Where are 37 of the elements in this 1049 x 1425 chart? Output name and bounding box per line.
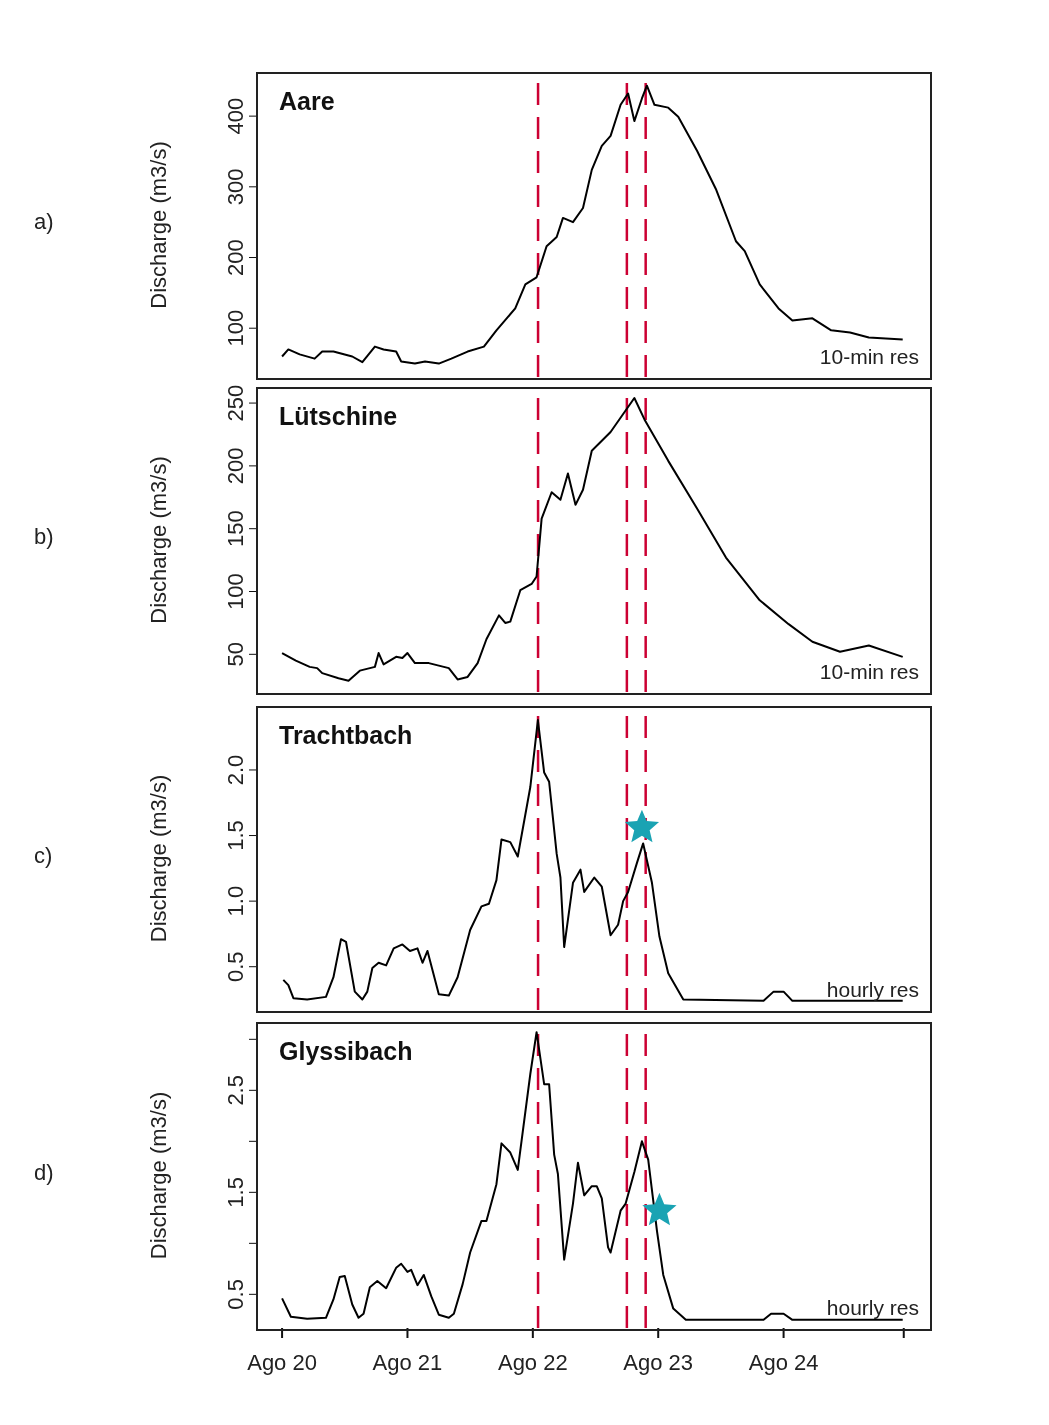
x-tick-label: Ago 23 <box>623 1349 694 1375</box>
y-tick-label: 100 <box>223 573 248 610</box>
y-tick-label: 2.0 <box>223 754 248 786</box>
y-tick-label: 0.5 <box>223 951 248 983</box>
text: Lütschine <box>279 402 398 431</box>
x-tick-label: Ago 20 <box>247 1349 317 1375</box>
y-tick-label: 1.5 <box>223 820 248 851</box>
y-tick-label: 1.5 <box>223 1177 248 1208</box>
y-tick-label: 100 <box>223 309 248 347</box>
y-tick-label: 150 <box>223 510 248 548</box>
y-tick-label: 50 <box>223 642 248 667</box>
y-tick-label: 1.0 <box>223 885 248 917</box>
text: Glyssibach <box>279 1037 413 1066</box>
y-axis-title: Discharge (m3/s) <box>145 774 171 943</box>
annotation: 10-min res <box>818 660 919 684</box>
text: b) <box>34 524 54 550</box>
y-tick-label: 200 <box>223 239 248 276</box>
annotation: 10-min res <box>818 345 919 369</box>
annotation: hourly res <box>825 978 919 1002</box>
y-tick-label: 200 <box>223 447 248 485</box>
text: Aare <box>279 87 335 116</box>
text: Trachtbach <box>279 721 413 750</box>
x-tick-label: Ago 24 <box>748 1349 819 1375</box>
y-tick-label: 250 <box>223 384 248 422</box>
y-tick-label: 2.5 <box>223 1075 248 1106</box>
x-tick-label: Ago 21 <box>372 1349 443 1375</box>
text: d) <box>34 1159 54 1186</box>
y-tick-label: 400 <box>223 97 248 135</box>
x-tick-label: Ago 22 <box>497 1349 568 1375</box>
y-axis-title: Discharge (m3/s) <box>145 456 171 624</box>
y-tick-label: 300 <box>223 168 248 206</box>
annotation: hourly res <box>825 1296 919 1320</box>
y-axis-title: Discharge (m3/s) <box>145 141 171 309</box>
text: a) <box>34 209 54 235</box>
y-tick-label: 0.5 <box>223 1279 248 1310</box>
y-axis-title: Discharge (m3/s) <box>145 1091 171 1260</box>
text: c) <box>34 842 53 869</box>
